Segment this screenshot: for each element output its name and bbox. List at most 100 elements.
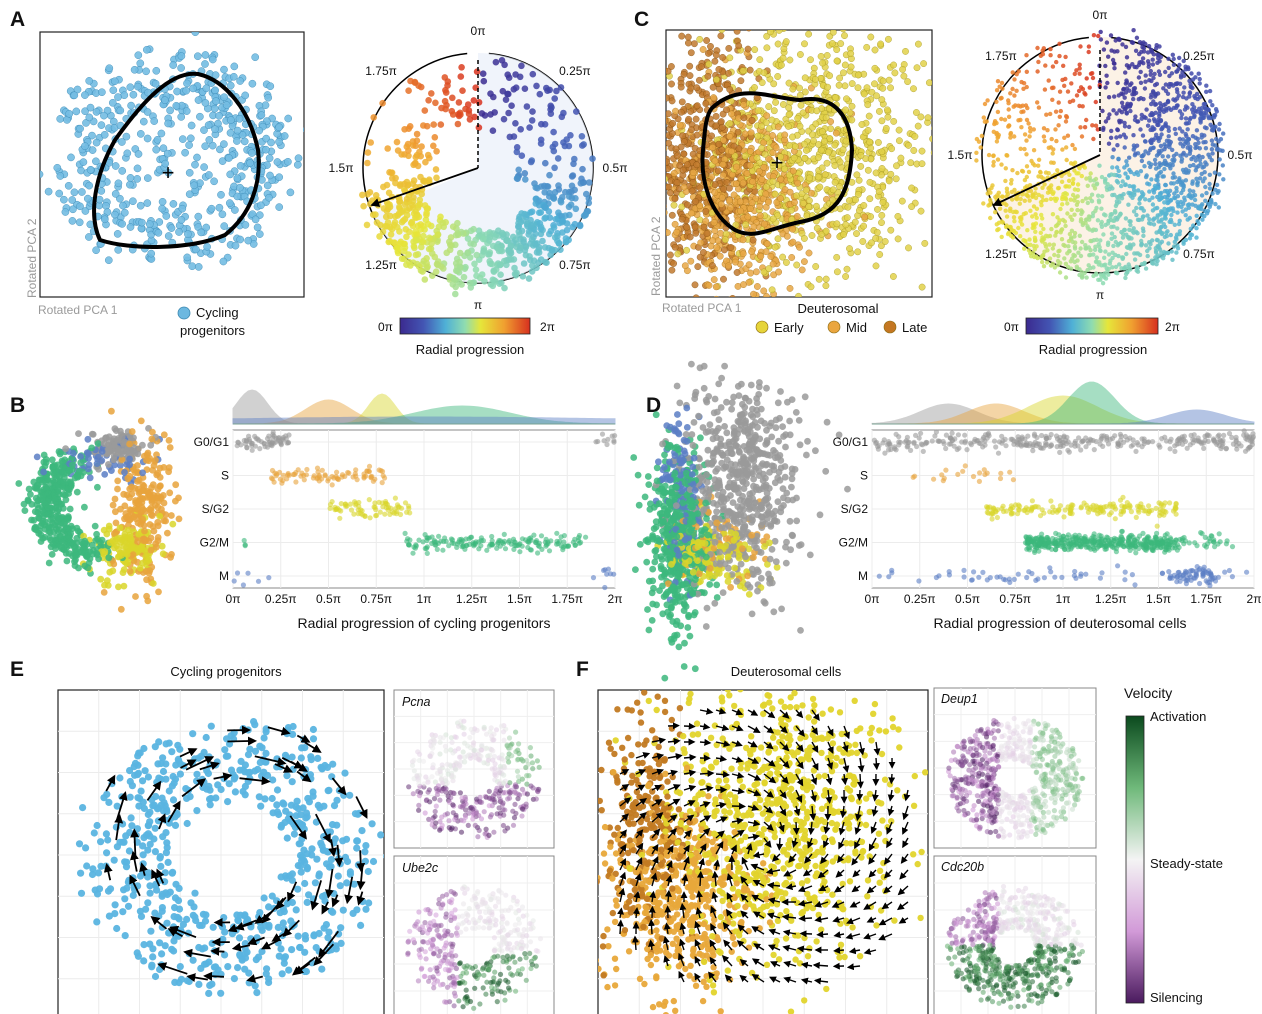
legend-swatch: [827, 320, 841, 334]
radial-tick-label: 1.5π: [948, 148, 973, 162]
panel-letter-a: A: [10, 8, 25, 31]
strip-xtick-label: 0π: [226, 592, 241, 606]
strip-category-label: G2/M: [839, 536, 868, 550]
panel-a-xlabel: Rotated PCA 1: [38, 303, 118, 317]
velocity-legend-title: Velocity: [1124, 685, 1172, 701]
strip-category-label: S/G2: [841, 502, 869, 516]
radial-tick-label: π: [474, 298, 482, 312]
strip-category-label: G0/G1: [833, 435, 869, 449]
panel-a-colorbar: 0π 2π Radial progression: [378, 317, 555, 357]
strip-category-label: G2/M: [200, 536, 229, 550]
panel-letter-b: B: [10, 394, 25, 417]
panel-c-colorbar-min: 0π: [1004, 320, 1019, 334]
velocity-legend: Velocity Activation Steady-state Silenci…: [1124, 685, 1223, 1005]
panel-a-colorbar-max: 2π: [540, 320, 555, 334]
panel-c-contour: [700, 91, 855, 236]
radial-tick-label: 0.75π: [1183, 247, 1215, 261]
strip-xtick-label: 1.75π: [551, 592, 583, 606]
density-curve: [872, 381, 1254, 425]
panel-letter-f: F: [576, 658, 589, 681]
density-curve: [233, 393, 615, 425]
panel-letter-e: E: [10, 658, 24, 681]
panel-c-colorbar-max: 2π: [1165, 320, 1180, 334]
panel-d-embedding: [630, 360, 851, 682]
panel-d-strip: G0/G1 S S/G2 G2/M M 0π 0.25π 0.5π 0.75π 1π 1.25π 1…: [833, 428, 1262, 631]
panel-c-scatter: + Rotated PCA 1 Rotated PCA 2 Deuterosom…: [649, 29, 933, 335]
velocity-legend-mid: Steady-state: [1150, 856, 1223, 871]
panel-f-title: Deuterosomal cells: [731, 664, 842, 679]
gene-label-ube2c: Ube2c: [402, 861, 439, 875]
strip-xtick-label: 1π: [417, 592, 432, 606]
legend-item-label: Mid: [846, 320, 867, 335]
strip-xtick-label: 0.25π: [265, 592, 297, 606]
radial-tick-label: 1.75π: [985, 49, 1017, 63]
panel-a-colorbar-min: 0π: [378, 320, 393, 334]
panel-a-center-cross: +: [162, 160, 175, 185]
panel-a-colorbar-label: Radial progression: [416, 342, 524, 357]
panel-a-radial: 0π 0.25π 0.5π 0.75π π 1.25π 1.5π 1.75π: [329, 24, 628, 312]
panel-e-title: Cycling progenitors: [170, 664, 282, 679]
gene-label-deup1: Deup1: [941, 692, 978, 706]
gene-label-pcna: Pcna: [402, 695, 431, 709]
strip-xtick-label: 2π: [1247, 592, 1262, 606]
radial-tick-label: 1.5π: [329, 161, 354, 175]
strip-xtick-label: 1.5π: [507, 592, 532, 606]
strip-category-label: G0/G1: [194, 435, 230, 449]
legend-swatch: [883, 320, 897, 334]
strip-xtick-label: 1.75π: [1190, 592, 1222, 606]
strip-category-label: S/G2: [202, 502, 230, 516]
velocity-legend-top: Activation: [1150, 709, 1206, 724]
panel-f-gene-cdc20b: Cdc20b: [933, 855, 1097, 1014]
panel-d-xlabel: Radial progression of deuterosomal cells: [934, 615, 1187, 631]
density-curve: [233, 405, 616, 425]
density-curve: [871, 403, 1254, 425]
panel-a-contour: [92, 71, 261, 249]
density-curve: [872, 409, 1255, 425]
radial-tick-label: 1.25π: [365, 258, 397, 272]
strip-xtick-label: 2π: [608, 592, 623, 606]
panel-b-embedding: [15, 407, 183, 613]
panel-c-center-cross: +: [771, 150, 784, 175]
radial-tick-label: 0.5π: [603, 161, 628, 175]
panel-f-velocity-plot: [597, 689, 929, 1014]
gene-label-cdc20b: Cdc20b: [941, 860, 984, 874]
panel-d-density: [871, 381, 1255, 425]
strip-xtick-label: 1.5π: [1146, 592, 1171, 606]
strip-category-label: M: [858, 569, 868, 583]
legend-swatch: [755, 320, 769, 334]
density-curve: [232, 389, 615, 425]
panel-c-xlabel: Rotated PCA 1: [662, 301, 742, 315]
panel-f-gene-deup1: Deup1: [933, 687, 1097, 849]
strip-xtick-label: 0.25π: [904, 592, 936, 606]
panel-letter-c: C: [634, 8, 649, 31]
radial-tick-label: 0π: [1093, 8, 1108, 22]
legend-item-label: Early: [774, 320, 804, 335]
strip-xtick-label: 1.25π: [1095, 592, 1127, 606]
strip-category-label: S: [221, 469, 229, 483]
strip-category-label: M: [219, 569, 229, 583]
panel-a-scatter: + Rotated PCA 1 Rotated PCA 2 Cycling pro…: [25, 31, 305, 338]
panel-c-colorbar-label: Radial progression: [1039, 342, 1147, 357]
panel-b-xlabel: Radial progression of cycling progenitor…: [298, 615, 551, 631]
strip-xtick-label: 1.25π: [456, 592, 488, 606]
strip-xtick-label: 0π: [865, 592, 880, 606]
panel-c-ylabel: Rotated PCA 2: [649, 216, 663, 296]
panel-c-colorbar: 0π 2π Radial progression: [1004, 317, 1180, 357]
panel-a-legend-label: Cycling progenitors: [180, 305, 246, 338]
radial-tick-label: 0.25π: [559, 64, 591, 78]
radial-tick-label: 1.75π: [365, 64, 397, 78]
strip-xtick-label: 0.5π: [316, 592, 341, 606]
legend-item-label: Late: [902, 320, 927, 335]
density-curve: [872, 403, 1254, 425]
radial-tick-label: 0π: [471, 24, 486, 38]
strip-xtick-label: 1π: [1056, 592, 1071, 606]
panel-e-gene-ube2c: Ube2c: [393, 855, 555, 1014]
strip-xtick-label: 0.75π: [999, 592, 1031, 606]
panel-b-density: [232, 389, 616, 425]
density-curve: [232, 416, 616, 425]
strip-category-label: S: [860, 469, 868, 483]
radial-tick-label: 0.5π: [1228, 148, 1253, 162]
radial-tick-label: 1.25π: [985, 247, 1017, 261]
panel-e-gene-pcna: Pcna: [393, 689, 555, 849]
